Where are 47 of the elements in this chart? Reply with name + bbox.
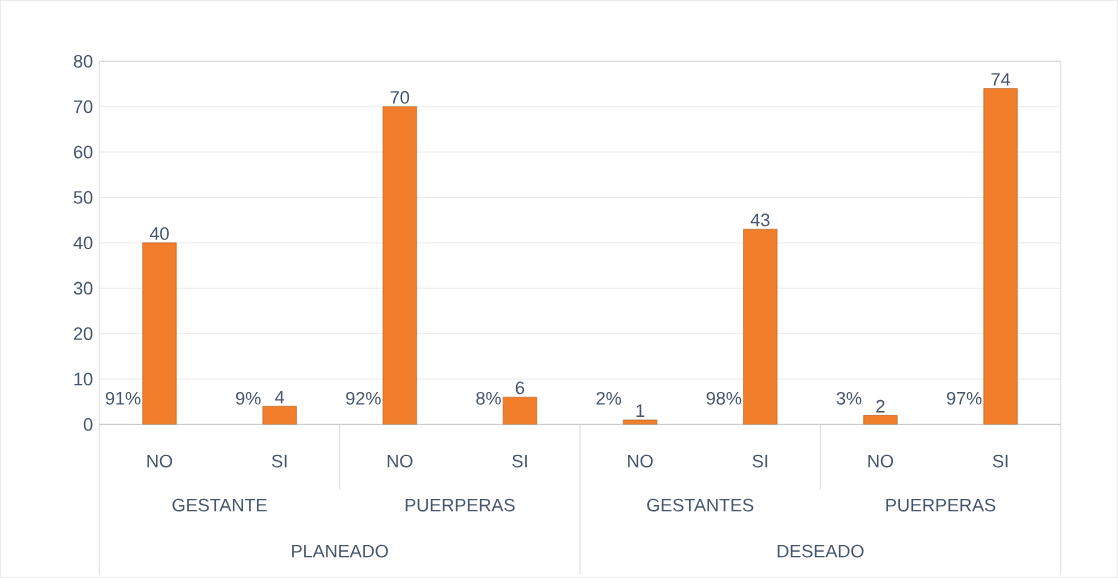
annotation: 9% xyxy=(236,392,261,405)
y-tick-label: 10 xyxy=(74,372,93,386)
bar xyxy=(262,406,297,425)
bar xyxy=(142,242,177,425)
text: GESTANTE xyxy=(172,498,267,512)
data-label: 40 xyxy=(149,227,169,241)
y-tick-label: 80 xyxy=(73,55,93,68)
data-label: 70 xyxy=(390,91,410,104)
x-tick-label: NO xyxy=(628,454,653,468)
y-tick-label: 20 xyxy=(73,327,93,341)
y-tick-label: 60 xyxy=(74,145,93,159)
x-tick-label: NO xyxy=(387,454,413,468)
bar xyxy=(623,419,658,425)
x-tick-label: SI xyxy=(271,454,287,468)
bar xyxy=(382,106,417,425)
y-tick-label: 40 xyxy=(73,236,93,250)
annotation: 3% xyxy=(836,392,862,405)
annotation: 92% xyxy=(346,392,381,405)
text: PUERPERAS xyxy=(886,498,996,512)
annotation: 2% xyxy=(596,392,622,405)
y-tick-label: 0 xyxy=(83,418,93,431)
x-tick-label: NO xyxy=(147,454,173,468)
x-tick-label: NO xyxy=(868,454,894,468)
data-label: 74 xyxy=(991,73,1011,86)
annotation: 98% xyxy=(706,392,742,405)
text: PUERPERAS xyxy=(405,498,515,512)
text: PLANEADO xyxy=(292,544,388,558)
bar xyxy=(743,229,778,425)
text: GESTANTES xyxy=(647,498,754,512)
annotation: 8% xyxy=(476,392,501,405)
data-label: 43 xyxy=(750,213,770,227)
x-tick-label: SI xyxy=(512,454,527,468)
bar xyxy=(502,397,538,425)
y-tick-label: 30 xyxy=(73,281,93,295)
x-tick-label: SI xyxy=(992,454,1008,468)
annotation: 97% xyxy=(946,392,982,405)
bar xyxy=(863,415,898,425)
text: DESEADO xyxy=(777,544,864,558)
y-tick-label: 50 xyxy=(73,191,93,204)
bar xyxy=(983,88,1018,425)
data-label: 1 xyxy=(636,404,645,418)
x-tick-label: SI xyxy=(752,454,768,468)
y-tick-label: 70 xyxy=(74,100,93,114)
data-label: 6 xyxy=(515,381,525,395)
data-label: 2 xyxy=(876,399,885,413)
data-label: 4 xyxy=(275,391,285,404)
annotation: 91% xyxy=(105,392,141,405)
